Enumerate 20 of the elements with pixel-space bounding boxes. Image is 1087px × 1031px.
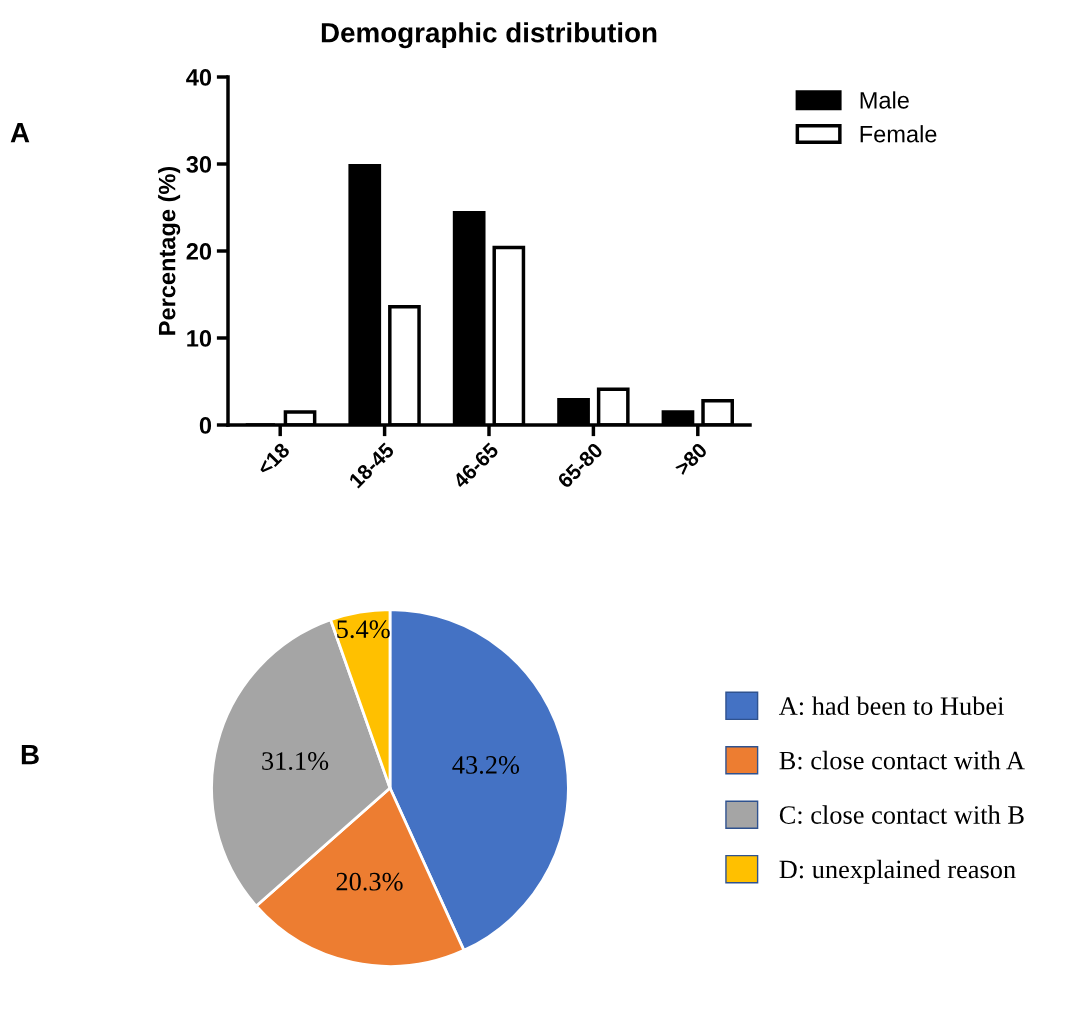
y-tick-label: 10 (187, 330, 212, 347)
chart-title: Demographic distribution (321, 22, 657, 49)
y-tick-label: 20 (186, 243, 212, 260)
text: A (10, 123, 30, 143)
y-tick-label: 40 (186, 69, 212, 86)
data-label: 43.2% (452, 755, 520, 774)
legend-label: A: had been to Hubei (778, 696, 1004, 716)
legend-label: C: close contact with B (779, 805, 1024, 824)
legend-label: Female (860, 125, 937, 143)
x-tick-label: <18 (256, 441, 291, 477)
legend-label: D: unexplained reason (779, 859, 1016, 884)
y-tick-label: 0 (199, 417, 212, 434)
legend-label: B: close contact with A (779, 750, 1025, 770)
data-label: 31.1% (262, 752, 329, 771)
legend-label: Male (860, 91, 909, 109)
text: B (21, 745, 39, 765)
x-tick-label: >80 (673, 441, 709, 477)
y-tick-label: 30 (186, 156, 212, 173)
data-label: 20.3% (336, 872, 403, 891)
y-axis-title: Percentage (%) (158, 166, 181, 335)
